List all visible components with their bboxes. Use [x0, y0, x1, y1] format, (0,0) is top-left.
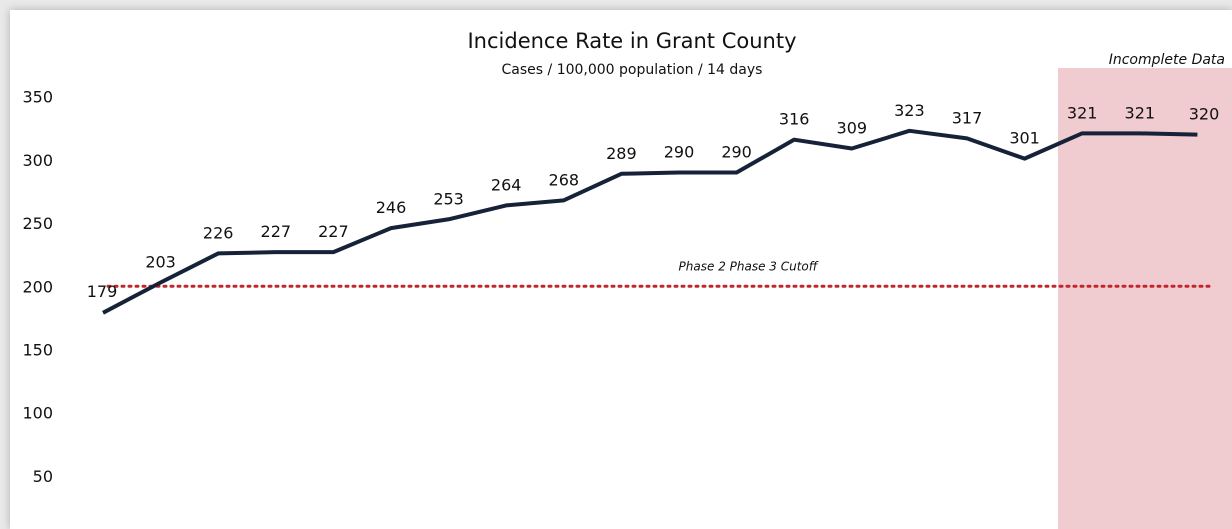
data-label: 321 [1067, 103, 1098, 122]
data-label: 246 [376, 198, 407, 217]
data-label: 290 [664, 143, 695, 162]
chart-title: Incidence Rate in Grant County [467, 29, 796, 53]
data-label: 253 [433, 189, 464, 208]
data-label: 227 [318, 222, 349, 241]
y-tick-label: 250 [22, 214, 53, 233]
data-label: 317 [952, 108, 983, 127]
data-label: 226 [203, 223, 234, 242]
data-label: 264 [491, 175, 522, 194]
series-line [102, 128, 1198, 315]
y-tick-label: 350 [22, 88, 53, 107]
data-label: 290 [721, 143, 752, 162]
data-label: 227 [261, 222, 292, 241]
incomplete-data-region [1058, 68, 1232, 529]
data-label: 179 [87, 282, 118, 301]
data-label: 289 [606, 144, 637, 163]
y-tick-label: 200 [22, 277, 53, 296]
incomplete-data-label: Incomplete Data [1109, 52, 1225, 68]
data-label: 301 [1009, 129, 1040, 148]
y-tick-label: 100 [22, 404, 53, 423]
chart-card [10, 10, 1232, 529]
data-label: 309 [837, 119, 868, 138]
data-label: 268 [549, 170, 580, 189]
y-tick-label: 150 [22, 340, 53, 359]
data-label: 320 [1189, 105, 1220, 124]
threshold-label: Phase 2 Phase 3 Cutoff [679, 259, 819, 273]
data-label: 203 [145, 252, 176, 271]
data-label: 321 [1125, 103, 1156, 122]
chart-subtitle: Cases / 100,000 population / 14 days [502, 62, 763, 78]
data-labels: 179 203 226 227 227 246 253 264 268 289 290 290 316 3… [87, 101, 1220, 301]
y-axis-ticks: 50 100 150 200 250 300 350 [22, 88, 53, 486]
data-label: 316 [779, 110, 810, 129]
y-tick-label: 50 [33, 467, 53, 486]
y-tick-label: 300 [22, 151, 53, 170]
data-label: 323 [894, 101, 925, 120]
